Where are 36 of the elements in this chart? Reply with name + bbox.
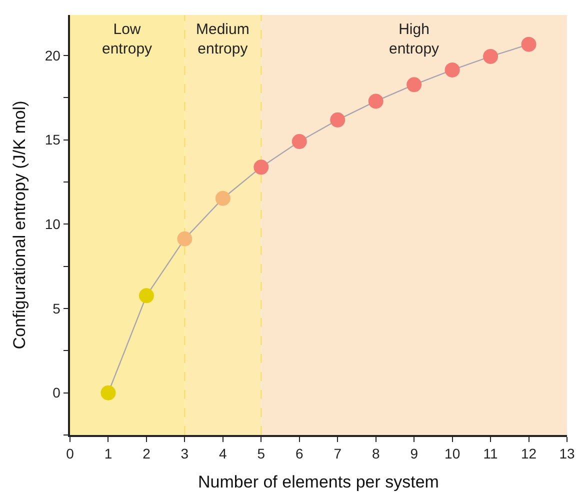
point: [215, 190, 230, 206]
y-axis-title: Configurational entropy (J/K mol): [10, 100, 29, 350]
x-tick-label: 1: [104, 446, 112, 462]
x-tick-label: 12: [520, 446, 537, 462]
point: [521, 36, 536, 52]
x-tick-label: 4: [219, 446, 228, 462]
x-tick-label: 8: [372, 446, 380, 462]
x-axis-title: Number of elements per system: [198, 472, 439, 492]
point: [177, 231, 192, 246]
point: [444, 62, 460, 78]
point: [330, 112, 346, 128]
x-tick-label: 5: [257, 446, 266, 462]
band-label: Medium entropy: [196, 21, 250, 58]
y-tick-label: 20: [44, 47, 61, 64]
x-tick-label: 7: [334, 446, 342, 462]
band-label: High entropy: [389, 21, 440, 58]
y-tick-label: 10: [44, 216, 61, 232]
point: [406, 77, 422, 92]
x-tick-label: 10: [444, 446, 460, 462]
x-tick-label: 3: [180, 446, 189, 462]
y-tick-label: 0: [52, 384, 61, 401]
x-tick-label: 11: [483, 446, 498, 462]
point: [368, 94, 384, 109]
x-tick-label: 6: [295, 446, 304, 462]
band-label: Low entropy: [102, 21, 153, 58]
point: [100, 385, 116, 400]
x-tick-label: 2: [142, 446, 151, 462]
x-tick-label: 9: [410, 446, 418, 462]
x-tick-label: 13: [559, 446, 575, 462]
y-tick-label: 15: [44, 132, 61, 148]
point: [483, 48, 498, 64]
point: [138, 288, 154, 304]
x-tick-label: 0: [66, 446, 74, 462]
point: [292, 134, 307, 150]
y-tick-label: 5: [52, 300, 61, 316]
point: [254, 160, 269, 175]
